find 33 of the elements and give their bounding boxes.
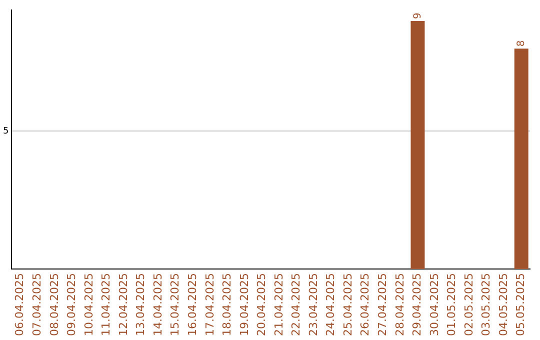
x-tick-label: 08.04.2025 xyxy=(48,273,61,336)
data-label: 8 xyxy=(516,40,527,47)
x-tick-label: 07.04.2025 xyxy=(30,273,44,336)
x-tick-label: 01.05.2025 xyxy=(445,273,458,336)
x-tick-label: 05.05.2025 xyxy=(514,273,528,336)
x-tick-label: 20.04.2025 xyxy=(255,273,268,336)
x-tick-label: 19.04.2025 xyxy=(238,273,251,336)
x-tick-label: 26.04.2025 xyxy=(358,273,372,336)
x-tick-label: 11.04.2025 xyxy=(100,273,113,336)
x-tick-label: 06.04.2025 xyxy=(13,273,26,336)
x-tick-label: 10.04.2025 xyxy=(82,273,96,336)
x-tick-label: 27.04.2025 xyxy=(376,273,390,336)
x-tick-label: 04.05.2025 xyxy=(496,273,510,336)
x-tick-label: 12.04.2025 xyxy=(116,273,130,336)
x-tick-label: 02.05.2025 xyxy=(462,273,476,336)
x-tick-label: 22.04.2025 xyxy=(290,273,303,336)
x-tick-label: 16.04.2025 xyxy=(186,273,199,336)
x-tick-label: 30.04.2025 xyxy=(428,273,441,336)
x-tick-label: 14.04.2025 xyxy=(151,273,164,336)
x-tick-label: 23.04.2025 xyxy=(306,273,320,336)
y-tick-label: 5 xyxy=(2,126,9,137)
x-tick-label: 17.04.2025 xyxy=(203,273,216,336)
x-tick-label: 09.04.2025 xyxy=(65,273,78,336)
data-label: 9 xyxy=(412,12,424,20)
x-tick-label: 28.04.2025 xyxy=(393,273,406,336)
x-tick-label: 29.04.2025 xyxy=(410,273,424,336)
x-tick-label: 13.04.2025 xyxy=(134,273,148,336)
x-tick-label: 18.04.2025 xyxy=(220,273,234,336)
x-tick-label: 15.04.2025 xyxy=(168,273,182,336)
x-tick-label: 25.04.2025 xyxy=(341,273,354,336)
x-tick-label: 24.04.2025 xyxy=(324,273,338,336)
x-tick-label: 03.05.2025 xyxy=(480,273,493,336)
x-tick-label: 21.04.2025 xyxy=(272,273,286,336)
